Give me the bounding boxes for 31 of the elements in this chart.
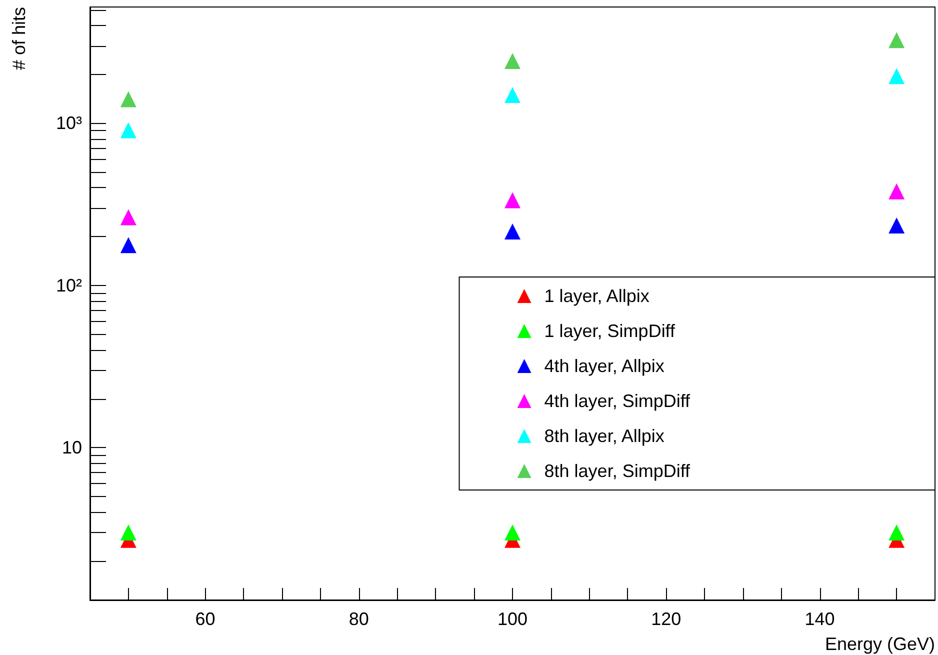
point [504, 223, 520, 240]
x-axis-title: Energy (GeV) [824, 634, 936, 654]
legend-label: 8th layer, SimpDiff [544, 461, 691, 481]
point [120, 209, 136, 226]
y-axis-title: # of hits [9, 6, 29, 70]
x-tick-label: 120 [651, 609, 682, 629]
legend-label: 4th layer, Allpix [544, 356, 664, 376]
point [888, 524, 905, 540]
x-tick-label: 140 [804, 609, 835, 629]
legend-label: 1 layer, SimpDiff [544, 321, 676, 341]
point [888, 68, 905, 84]
x-tick-label: 100 [497, 609, 528, 629]
point [504, 53, 520, 70]
point [888, 217, 905, 234]
point [504, 87, 520, 104]
legend-label: 1 layer, Allpix [544, 286, 650, 306]
point [120, 91, 136, 108]
point [120, 524, 136, 540]
point [888, 32, 905, 48]
legend-label: 8th layer, Allpix [544, 426, 664, 446]
y-tick-label: 10² [56, 275, 82, 296]
y-tick-label: 10 [62, 438, 82, 458]
x-tick-label: 60 [195, 609, 216, 629]
point [120, 237, 136, 254]
y-tick-label: 10³ [56, 113, 82, 134]
point [504, 192, 520, 208]
point [504, 524, 520, 540]
point [888, 183, 905, 200]
point [120, 122, 136, 138]
legend-label: 4th layer, SimpDiff [544, 391, 691, 411]
x-tick-label: 80 [348, 609, 369, 629]
